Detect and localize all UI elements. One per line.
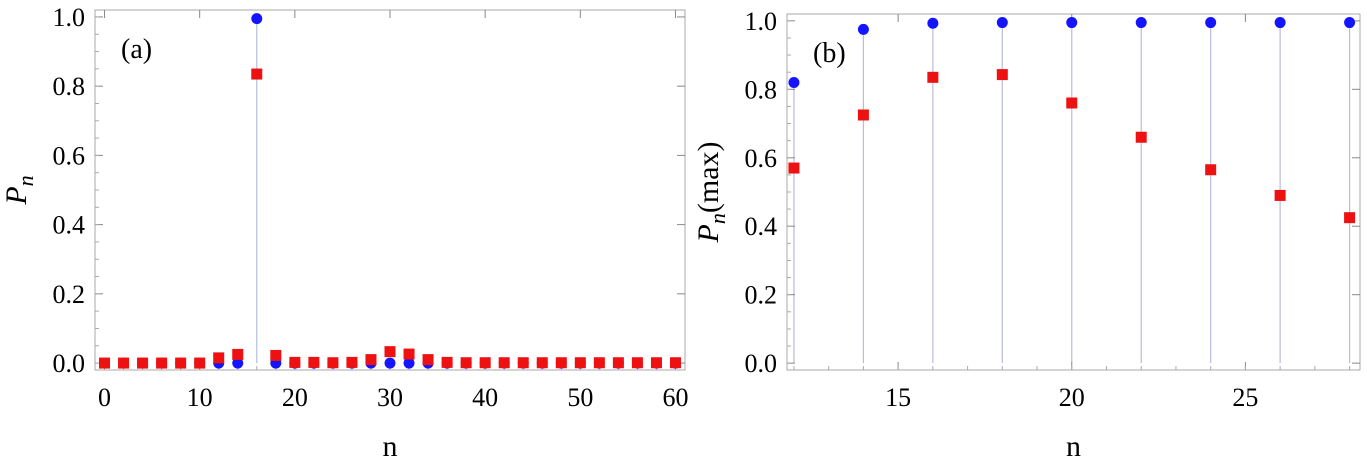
- y-axis-label-subscript: n: [13, 175, 38, 186]
- x-tick-label: 20: [282, 383, 308, 412]
- data-point-square: [631, 357, 643, 369]
- data-point-square: [650, 357, 662, 369]
- data-point-square: [1274, 189, 1286, 201]
- data-point-square: [441, 356, 453, 368]
- y-tick-label: 1.0: [53, 3, 86, 32]
- data-point-circle: [996, 17, 1008, 29]
- data-point-square: [289, 356, 301, 368]
- data-point-square: [498, 357, 510, 369]
- data-point-circle: [857, 23, 869, 35]
- data-point-circle: [1135, 17, 1147, 29]
- data-point-square: [517, 357, 529, 369]
- y-tick-label: 0.8: [745, 75, 778, 104]
- data-point-square: [1066, 97, 1078, 109]
- data-point-circle: [232, 357, 244, 369]
- data-point-square: [156, 357, 168, 369]
- data-point-square: [460, 357, 472, 369]
- data-point-circle: [384, 357, 396, 369]
- plot-frame: [786, 13, 1361, 371]
- chart-panel-b: 15 20 250.00.20.40.60.81.0(b)nPn(max): [692, 7, 1361, 463]
- data-point-circle: [1205, 17, 1217, 29]
- y-axis-label: Pn: [0, 175, 38, 205]
- y-tick-label: 0.4: [745, 212, 778, 241]
- plot-frame: [94, 9, 686, 371]
- y-axis-label-symbol: P: [692, 224, 725, 243]
- y-axis-label-symbol: P: [0, 186, 33, 205]
- data-point-circle: [927, 17, 939, 29]
- y-tick-label: 0.0: [745, 349, 778, 378]
- x-tick-label: 10: [187, 383, 213, 412]
- y-axis-label: Pn(max): [692, 142, 730, 244]
- data-point-square: [857, 109, 869, 121]
- data-point-square: [270, 349, 282, 361]
- data-point-circle: [403, 357, 415, 369]
- x-tick-label: 15: [885, 383, 911, 412]
- data-point-square: [1135, 131, 1147, 143]
- data-point-square: [327, 357, 339, 369]
- x-tick-label: 40: [472, 383, 498, 412]
- x-axis-label: n: [1066, 430, 1081, 463]
- data-point-square: [346, 356, 358, 368]
- y-tick-label: 0.6: [53, 141, 86, 170]
- y-tick-label: 0.0: [53, 349, 86, 378]
- data-point-square: [99, 357, 111, 369]
- data-point-square: [996, 69, 1008, 81]
- data-point-square: [365, 354, 377, 366]
- y-tick-label: 0.6: [745, 144, 778, 173]
- x-axis-label: n: [383, 430, 398, 463]
- data-point-square: [384, 346, 396, 358]
- x-tick-label: 50: [567, 383, 593, 412]
- data-point-square: [232, 348, 244, 360]
- data-point-square: [175, 357, 187, 369]
- data-point-square: [788, 162, 800, 174]
- data-point-square: [555, 357, 567, 369]
- data-point-square: [479, 357, 491, 369]
- y-axis-label-subscript: n: [705, 213, 730, 224]
- y-tick-label: 1.0: [745, 7, 778, 36]
- y-tick-label: 0.8: [53, 72, 86, 101]
- data-point-square: [612, 357, 624, 369]
- data-point-square: [137, 357, 149, 369]
- x-tick-label: 30: [377, 383, 403, 412]
- panel-label: (b): [813, 38, 846, 69]
- data-point-square: [1344, 212, 1356, 224]
- data-point-square: [669, 357, 681, 369]
- data-point-circle: [788, 76, 800, 88]
- data-point-square: [574, 357, 586, 369]
- data-point-square: [536, 357, 548, 369]
- x-tick-label: 0: [98, 383, 111, 412]
- data-point-circle: [1344, 17, 1356, 29]
- y-tick-label: 0.2: [745, 281, 778, 310]
- data-point-square: [593, 357, 605, 369]
- data-point-square: [213, 352, 225, 364]
- data-point-circle: [1274, 17, 1286, 29]
- chart-panel-a: 0 10 20 30 40 50 600.00.20.40.60.81.0(a)nPn: [0, 3, 688, 463]
- y-axis-label-suffix: (max): [692, 142, 725, 214]
- y-tick-label: 0.2: [53, 280, 86, 309]
- data-point-square: [308, 356, 320, 368]
- data-point-square: [1205, 164, 1217, 176]
- x-tick-label: 60: [662, 383, 688, 412]
- data-point-circle: [251, 13, 263, 25]
- x-tick-label: 20: [1059, 383, 1085, 412]
- data-point-square: [403, 348, 415, 360]
- data-point-square: [422, 354, 434, 366]
- y-tick-label: 0.4: [53, 211, 86, 240]
- data-point-square: [251, 68, 263, 80]
- panel-label: (a): [121, 34, 152, 65]
- data-point-circle: [1066, 17, 1078, 29]
- data-point-square: [194, 357, 206, 369]
- data-point-square: [118, 357, 130, 369]
- data-point-square: [927, 71, 939, 83]
- x-tick-label: 25: [1232, 383, 1258, 412]
